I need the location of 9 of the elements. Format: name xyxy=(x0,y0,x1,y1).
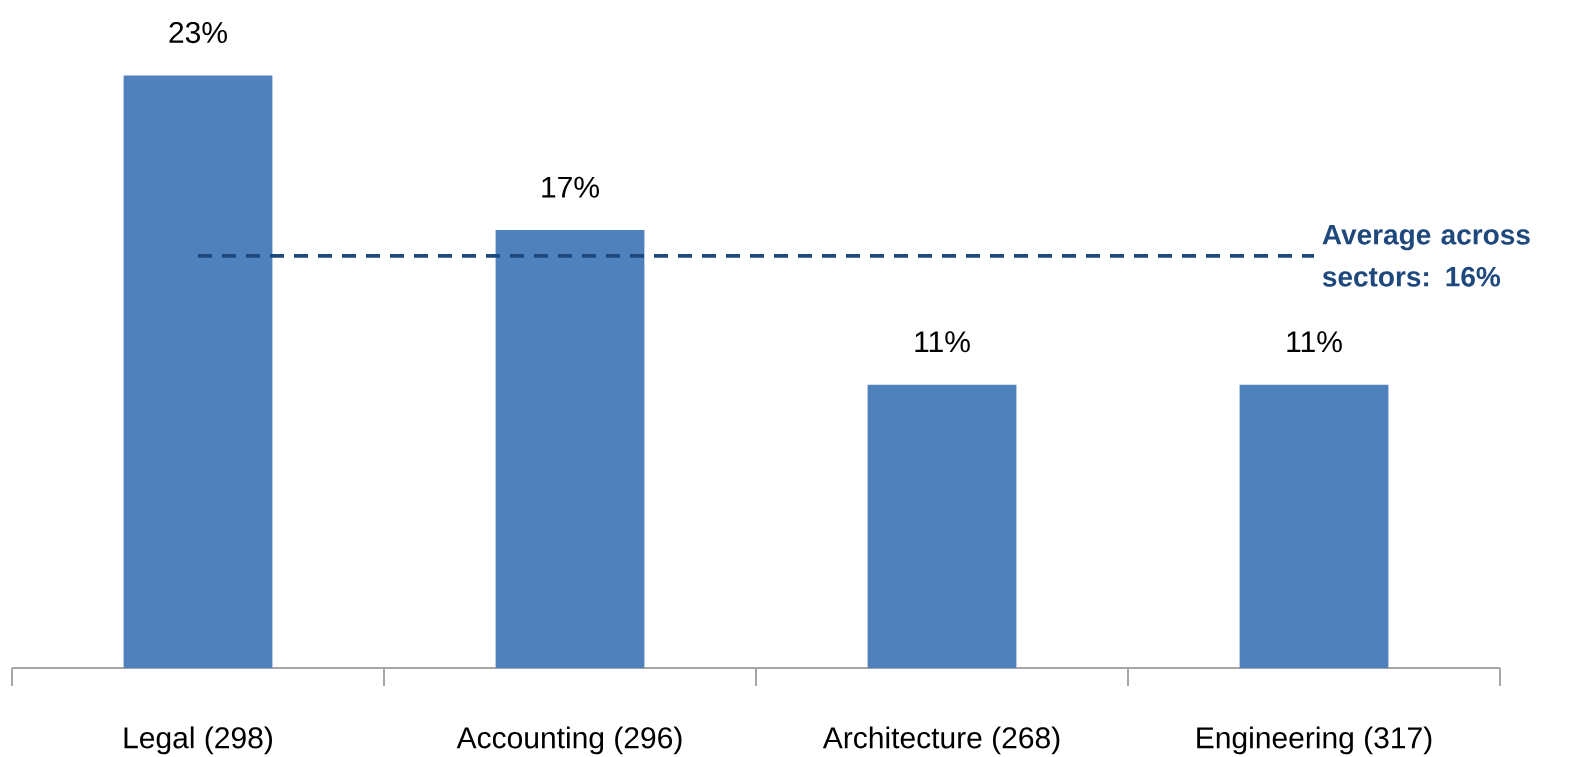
x-tick-label: Accounting (296) xyxy=(456,726,682,755)
x-tick-label: Architecture (268) xyxy=(822,726,1060,755)
x-tick-label: Legal (298) xyxy=(124,726,272,755)
x-tick-label: Engineering (317) xyxy=(1197,726,1432,755)
ref-line-label: Average across sectors: 16% xyxy=(1322,225,1530,287)
data-label: 11% xyxy=(1287,331,1342,353)
data-label: 17% xyxy=(542,176,599,198)
data-label: 11% xyxy=(915,331,970,353)
data-label: 23% xyxy=(169,21,227,44)
